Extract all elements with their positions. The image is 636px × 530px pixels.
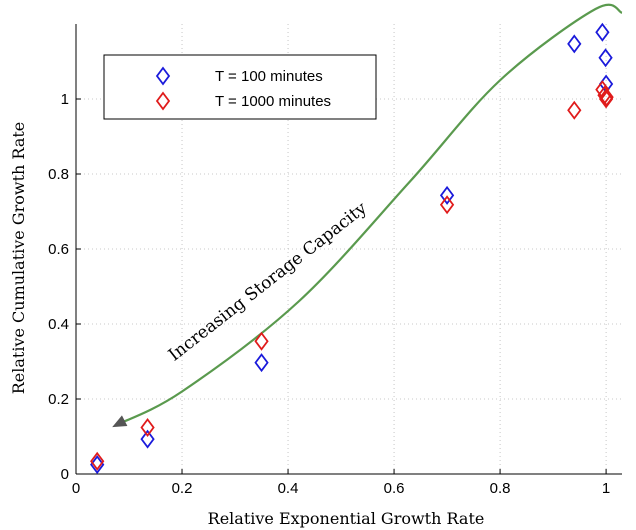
y-tick-label: 0.2 [48, 391, 69, 408]
annotation-text: Increasing Storage Capacity [165, 198, 371, 365]
data-point-series-1 [90, 455, 105, 475]
data-point-series-1 [598, 48, 613, 68]
data-point-series-2 [254, 331, 269, 351]
data-point-series-1 [254, 353, 269, 373]
legend-label: T = 100 minutes [215, 68, 323, 85]
data-point-series-2 [595, 80, 610, 100]
y-axis-label: Relative Cumulative Growth Rate [9, 122, 28, 395]
x-tick-label: 0.4 [278, 480, 299, 497]
x-tick-label: 0.6 [384, 480, 405, 497]
data-point-series-1 [140, 429, 155, 449]
data-point-series-2 [567, 100, 582, 120]
annotation-arrow-curve [115, 3, 623, 427]
y-tick-label: 0.6 [48, 241, 69, 258]
legend-marker [155, 66, 171, 86]
x-axis-label: Relative Exponential Growth Rate [208, 509, 485, 528]
axis-ticks: 0 0.2 0.4 0.6 0.8 1 0 0.2 0.4 0.6 0.8 1 [48, 91, 610, 497]
x-tick-label: 0.8 [490, 480, 511, 497]
data-point-series-1 [567, 34, 582, 54]
y-tick-label: 0.4 [48, 316, 69, 333]
legend-label: T = 1000 minutes [215, 93, 331, 110]
legend-box [103, 54, 377, 120]
x-tick-label: 0.2 [172, 480, 193, 497]
y-tick-label: 0 [61, 466, 69, 483]
data-point-series-1 [439, 185, 455, 205]
y-tick-label: 1 [61, 91, 69, 108]
data-point-series-1 [595, 22, 610, 42]
data-point-series-2 [90, 451, 105, 471]
annotation-arrowhead [112, 415, 128, 428]
x-tick-label: 1 [602, 480, 610, 497]
legend-marker [155, 91, 171, 111]
y-tick-label: 0.8 [48, 166, 69, 183]
data-point-series-2 [599, 87, 614, 107]
legend: T = 100 minutes T = 1000 minutes [103, 54, 377, 120]
data-point-series-2 [439, 195, 455, 215]
data-points [90, 22, 614, 475]
data-point-series-2 [140, 418, 155, 437]
x-tick-label: 0 [72, 480, 80, 497]
